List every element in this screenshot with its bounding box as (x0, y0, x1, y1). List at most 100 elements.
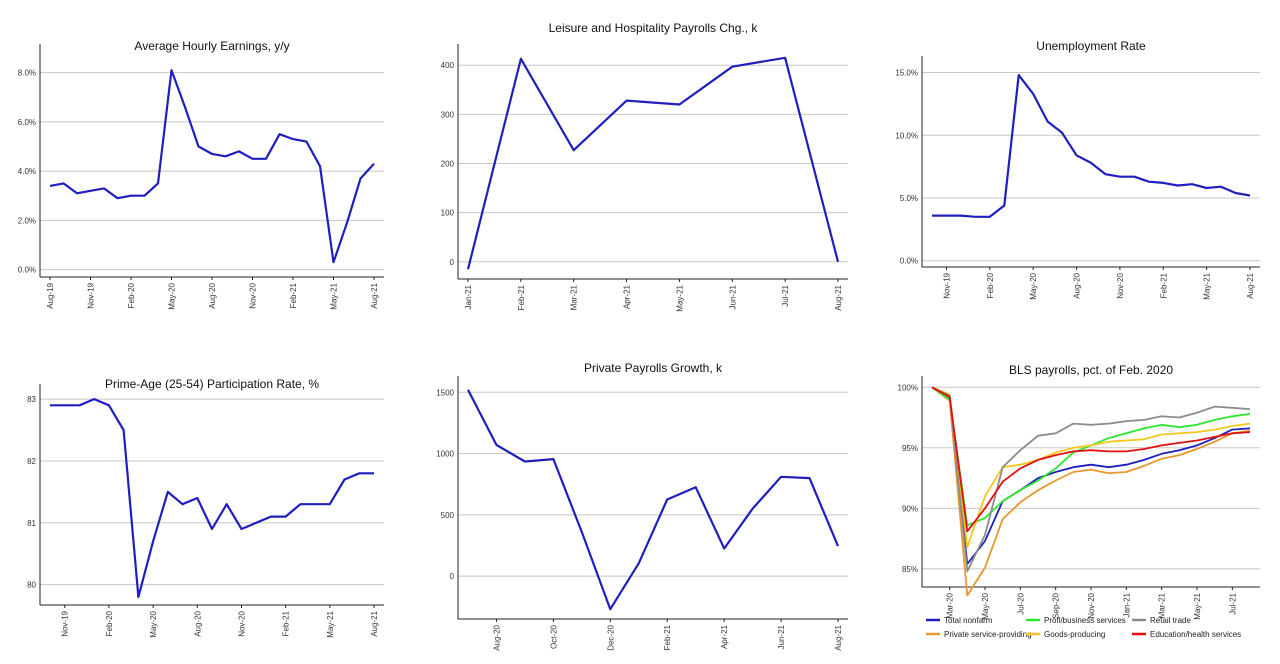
chart-title: Unemployment Rate (1036, 39, 1146, 53)
y-tick-label: 0.0% (18, 266, 36, 275)
y-tick-label: 82 (27, 457, 36, 466)
x-tick-label: May-21 (330, 282, 339, 309)
legend-label: Profl/business services (1044, 616, 1126, 625)
x-tick-label: Apr-21 (623, 284, 632, 309)
x-tick-label: Oct-20 (549, 624, 558, 649)
x-tick-label: Jan-21 (1122, 592, 1131, 617)
series-line-retail-trade (931, 386, 1251, 573)
chart-panel-3: Unemployment Rate 0.0% 5.0% 10.0% 15.0% Nov-1… (880, 0, 1280, 340)
x-tick-label: Sep-20 (1052, 592, 1061, 618)
x-tick-label: Nov-20 (1087, 592, 1096, 618)
legend-label: Education/health services (1150, 630, 1241, 639)
x-tick-label: Nov-19 (61, 610, 70, 636)
x-tick-label: May-21 (1193, 592, 1202, 619)
legend-label: Goods-producing (1044, 630, 1105, 639)
y-tick-label: 4.0% (18, 167, 36, 176)
y-tick-label: 2.0% (18, 216, 36, 225)
series-line-education-health-services (931, 386, 1251, 533)
x-tick-label: Jun-21 (777, 624, 786, 649)
y-tick-label: 80 (27, 581, 36, 590)
x-tick-label: May-20 (981, 592, 990, 619)
x-tick-label: Feb-21 (289, 282, 298, 308)
chart-svg-4: Prime-Age (25-54) Participation Rate, % 8… (27, 377, 384, 638)
chart-panel-4: Prime-Age (25-54) Participation Rate, % 8… (0, 340, 400, 664)
series-line-goods-producing (931, 386, 1251, 549)
x-tick-label: Feb-21 (1159, 272, 1168, 298)
y-tick-label: 85% (902, 565, 918, 574)
chart-panel-6: BLS payrolls, pct. of Feb. 2020 85% 90% 95%… (880, 340, 1280, 664)
x-tick-label: Jan-21 (464, 284, 473, 309)
chart-title: Leisure and Hospitality Payrolls Chg., k (549, 21, 759, 35)
series-line (932, 73, 1251, 218)
x-tick-label: Nov-19 (87, 282, 96, 308)
x-tick-label: Nov-20 (1116, 272, 1125, 298)
x-tick-label: Feb-20 (127, 282, 136, 308)
x-tick-label: Jul-20 (1016, 592, 1025, 614)
chart-panel-5: Private Payrolls Growth, k 0 500 1000 1500 Au… (410, 340, 850, 664)
y-tick-label: 8.0% (18, 69, 36, 78)
chart-svg-5: Private Payrolls Growth, k 0 500 1000 1500 Au… (436, 361, 848, 651)
y-tick-label: 200 (441, 160, 455, 169)
chart-panel-2: Leisure and Hospitality Payrolls Chg., k… (410, 0, 850, 340)
x-tick-label: Nov-19 (942, 272, 951, 298)
x-tick-label: Aug-20 (492, 624, 501, 650)
y-tick-label: 90% (902, 504, 918, 513)
y-tick-label: 1000 (436, 450, 454, 459)
x-tick-label: May-21 (675, 284, 684, 311)
y-tick-label: 81 (27, 519, 36, 528)
x-tick-label: Mar-21 (570, 284, 579, 310)
series-line-private-service-providing (931, 386, 1251, 597)
x-tick-label: Feb-20 (986, 272, 995, 298)
y-tick-label: 100 (441, 209, 455, 218)
y-tick-label: 6.0% (18, 118, 36, 127)
x-tick-label: Feb-21 (282, 610, 291, 636)
legend-label: Private service-providing (944, 630, 1032, 639)
y-tick-label: 0 (450, 258, 455, 267)
series-line (466, 56, 840, 270)
y-tick-label: 500 (441, 511, 455, 520)
x-tick-label: Mar-20 (946, 592, 955, 618)
x-tick-label: Nov-20 (249, 282, 258, 308)
y-tick-label: 15.0% (895, 69, 918, 78)
x-tick-label: May-20 (149, 610, 158, 637)
series-line (49, 69, 375, 264)
y-tick-label: 300 (441, 110, 455, 119)
x-tick-label: Feb-20 (105, 610, 114, 636)
x-tick-label: Aug-21 (370, 282, 379, 308)
x-tick-label: Aug-20 (193, 610, 202, 636)
x-tick-label: Dec-20 (606, 624, 615, 650)
x-tick-label: Apr-21 (720, 624, 729, 649)
chart-title: Prime-Age (25-54) Participation Rate, % (105, 377, 319, 391)
y-tick-label: 83 (27, 395, 36, 404)
series-line-total-nonfarm (931, 386, 1251, 565)
x-tick-label: Jul-21 (781, 284, 790, 306)
y-tick-label: 1500 (436, 388, 454, 397)
y-tick-label: 100% (898, 383, 918, 392)
x-tick-label: Feb-21 (517, 284, 526, 310)
y-tick-label: 5.0% (900, 194, 918, 203)
series-line (467, 389, 840, 611)
x-tick-label: Jul-21 (1228, 592, 1237, 614)
x-tick-label: May-20 (168, 282, 177, 309)
series-line-profl-business-services (931, 386, 1251, 527)
x-tick-label: Aug-21 (1246, 272, 1255, 298)
x-tick-label: Aug-21 (834, 284, 843, 310)
x-tick-label: Aug-21 (834, 624, 843, 650)
chart-svg-6: BLS payrolls, pct. of Feb. 2020 85% 90% 95%… (898, 363, 1260, 639)
x-tick-label: Mar-21 (1158, 592, 1167, 618)
x-tick-label: Jun-21 (728, 284, 737, 309)
chart-title: Private Payrolls Growth, k (584, 361, 723, 375)
chart-panel-1: Average Hourly Earnings, y/y 0.0% 2.0% 4.0%… (0, 0, 400, 340)
chart-title: Average Hourly Earnings, y/y (134, 39, 289, 53)
series-line (50, 397, 374, 599)
x-tick-label: Aug-21 (370, 610, 379, 636)
x-tick-label: Nov-20 (237, 610, 246, 636)
x-tick-label: May-21 (1203, 272, 1212, 299)
x-tick-label: Aug-19 (46, 282, 55, 308)
legend-label: Retail trade (1150, 616, 1191, 625)
chart-svg-2: Leisure and Hospitality Payrolls Chg., k… (441, 21, 848, 312)
y-tick-label: 400 (441, 61, 455, 70)
y-tick-label: 10.0% (895, 131, 918, 140)
x-tick-label: May-20 (1029, 272, 1038, 299)
y-tick-label: 0.0% (900, 257, 918, 266)
